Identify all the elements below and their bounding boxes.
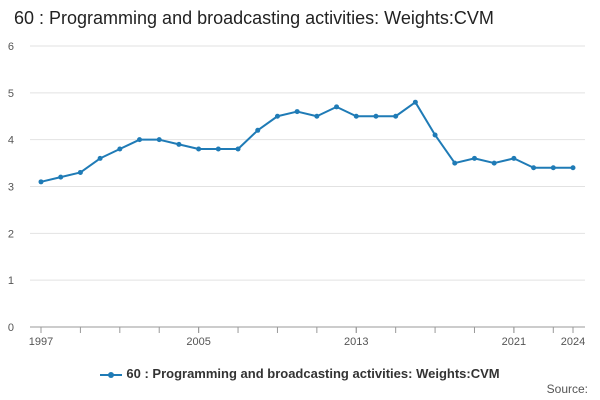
data-point [255,127,261,133]
series-line [40,101,573,183]
y-tick-label: 0 [8,322,14,334]
data-point [176,141,182,147]
data-point [570,165,576,171]
y-tick-label: 1 [8,275,14,287]
y-tick-label: 3 [8,182,14,194]
data-point [156,137,162,143]
data-point [137,137,143,143]
grid-lines [30,45,585,328]
data-point [471,155,477,161]
x-tick-label: 2005 [186,336,210,348]
y-tick-label: 2 [8,228,14,240]
source-label: Source: [546,382,588,396]
data-point [531,165,537,171]
data-point [215,146,221,152]
data-point [353,113,359,119]
data-point [274,113,280,119]
data-point [373,113,379,119]
y-tick-label: 6 [8,41,14,53]
x-axis: 1997 2005 2013 2021 2024 [29,327,585,348]
x-tick-label: 2013 [344,336,368,348]
y-axis: 0 1 2 3 4 5 6 [8,41,14,334]
x-tick-label: 1997 [29,336,53,348]
legend[interactable]: 60 : Programming and broadcasting activi… [0,366,600,381]
data-point [97,155,103,161]
data-point [412,99,418,105]
x-tick-label: 2024 [561,336,585,348]
series-group [38,99,576,185]
data-point [334,104,340,110]
data-point [432,132,438,138]
data-point [117,146,123,152]
data-point [393,113,399,119]
data-point [38,179,44,185]
data-point [58,174,64,180]
x-tick-label: 2021 [502,336,526,348]
y-tick-label: 4 [8,135,14,147]
y-tick-label: 5 [8,88,14,100]
data-point [196,146,202,152]
data-point [77,169,83,175]
data-point [294,109,300,115]
data-point [511,155,517,161]
data-point [491,160,497,166]
legend-label: 60 : Programming and broadcasting activi… [126,366,500,381]
chart-title: 60 : Programming and broadcasting activi… [14,8,494,28]
data-point [550,165,556,171]
legend-swatch-icon [100,370,123,380]
data-point [314,113,320,119]
data-point [235,146,241,152]
data-point [452,160,458,166]
